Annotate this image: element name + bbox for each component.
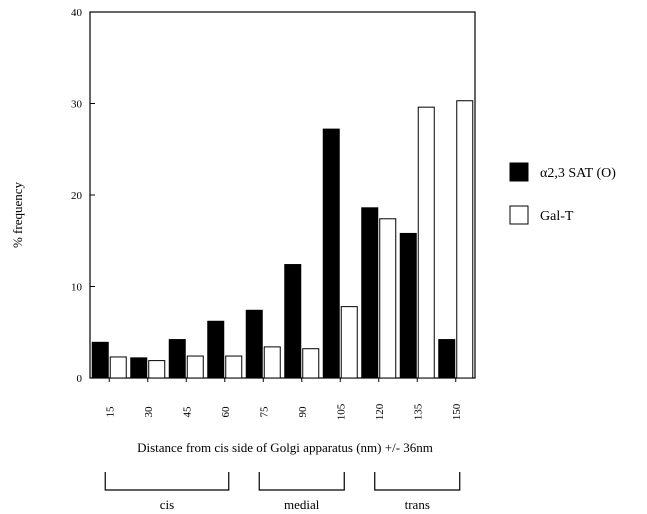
x-tick-label: 30 [143, 406, 155, 418]
bar-series-1 [361, 207, 379, 379]
bar-series-2 [225, 355, 243, 379]
bar-series-2 [148, 360, 166, 379]
bar-series-1 [245, 309, 263, 379]
group-bracket [258, 472, 345, 491]
bar-series-2 [379, 218, 397, 379]
legend-label-series-1: α2,3 SAT (O) [540, 166, 616, 181]
x-tick-label: 60 [220, 406, 232, 418]
bar-series-1 [130, 357, 148, 379]
x-tick-label: 120 [374, 403, 386, 420]
x-axis: 15 30 45 60 75 90 105 120 135 150 [104, 378, 463, 420]
x-tick-label: 150 [451, 403, 463, 420]
bar-series-2 [456, 100, 474, 379]
x-tick-label: 75 [258, 406, 270, 418]
group-label: trans [405, 497, 430, 512]
group-bracket [104, 472, 230, 491]
bar-series-1 [168, 339, 186, 379]
x-tick-label: 105 [335, 403, 347, 420]
y-tick-label: 40 [71, 7, 83, 19]
group-label: cis [160, 497, 174, 512]
group-bracket [374, 472, 461, 491]
group-brackets: cis medial trans [104, 472, 461, 512]
bar-series-2 [340, 306, 358, 379]
bar-series-1 [399, 232, 417, 379]
bar-series-2 [417, 106, 435, 379]
y-axis-label: % frequency [10, 181, 25, 248]
bar-series-2 [263, 346, 281, 379]
bar-series-1 [438, 339, 456, 379]
x-tick-label: 15 [104, 406, 116, 418]
plot-frame [89, 11, 476, 379]
y-axis: 0 10 20 30 40 [71, 7, 95, 385]
bar-series-2 [302, 348, 320, 379]
bar-series-1 [207, 320, 225, 379]
bar-series-1 [284, 264, 302, 379]
legend-swatch-series-1 [509, 162, 529, 182]
bar-series-2 [109, 356, 127, 379]
legend-label-series-2: Gal-T [540, 209, 574, 224]
bar-series-1 [322, 128, 340, 379]
bar-series-1 [91, 341, 109, 379]
bars [91, 100, 474, 379]
x-tick-label: 135 [412, 403, 424, 420]
y-tick-label: 20 [71, 190, 83, 202]
legend: α2,3 SAT (O) Gal-T [509, 162, 616, 225]
bar-series-2 [186, 355, 204, 379]
y-tick-label: 10 [71, 282, 83, 294]
legend-swatch-series-2 [509, 205, 529, 225]
x-tick-label: 45 [181, 406, 193, 418]
x-tick-label: 90 [297, 406, 309, 418]
x-axis-label: Distance from cis side of Golgi apparatu… [137, 440, 433, 455]
group-label: medial [284, 497, 320, 512]
y-tick-label: 0 [77, 373, 83, 385]
y-tick-label: 30 [71, 99, 83, 111]
